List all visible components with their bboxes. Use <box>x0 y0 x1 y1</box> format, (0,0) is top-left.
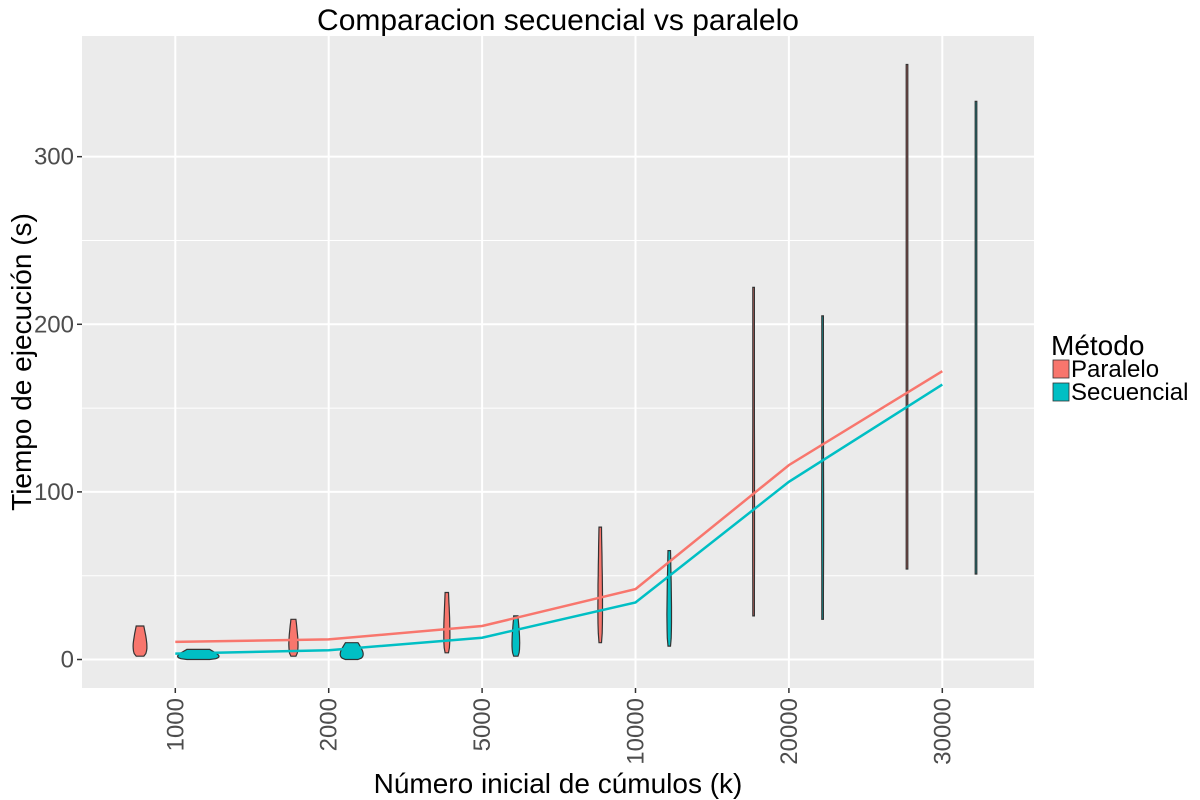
violin-secuencial-10000 <box>666 549 673 647</box>
violin-secuencial-20000 <box>821 315 825 620</box>
legend-title: Método <box>1051 330 1144 361</box>
violin-secuencial-2000 <box>339 642 364 661</box>
grid-layer <box>82 36 1034 688</box>
x-tick-label: 5000 <box>469 698 496 751</box>
violin-paralelo-2000 <box>288 618 299 657</box>
legend-label-secuencial: Secuencial <box>1071 379 1188 406</box>
violin-secuencial-30000 <box>974 100 978 575</box>
legend-label-paralelo: Paralelo <box>1071 356 1159 383</box>
series-line-paralelo <box>175 370 943 644</box>
x-tick-label: 2000 <box>316 698 343 751</box>
x-tick-label: 20000 <box>776 698 803 765</box>
x-axis-title: Número inicial de cúmulos (k) <box>374 768 743 799</box>
chart-title: Comparacion secuencial vs paralelo <box>317 4 799 37</box>
plot-panel <box>82 36 1034 688</box>
line-layer <box>175 370 943 655</box>
x-tick-label: 1000 <box>162 698 189 751</box>
y-tick-label: 300 <box>34 144 74 171</box>
violin-paralelo-30000 <box>905 63 909 570</box>
x-tick-label: 10000 <box>623 698 650 765</box>
y-tick-label: 200 <box>34 311 74 338</box>
violin-paralelo-20000 <box>752 286 756 617</box>
series-line-secuencial <box>175 383 943 655</box>
violin-paralelo-5000 <box>443 591 451 654</box>
violin-layer <box>132 63 978 661</box>
violin-paralelo-10000 <box>597 526 604 644</box>
legend-key-secuencial <box>1052 382 1070 402</box>
y-tick-label: 100 <box>34 479 74 506</box>
violin-secuencial-5000 <box>511 615 521 657</box>
axis-layer: 0 100 200 300 1000 2000 5000 10000 20000 30000 <box>34 144 956 765</box>
x-tick-label: 30000 <box>929 698 956 765</box>
y-axis-title: Tiempo de ejecución (s) <box>6 213 37 511</box>
y-tick-label: 0 <box>61 647 74 674</box>
violin-paralelo-1000 <box>132 625 148 657</box>
legend-key-paralelo <box>1052 359 1070 379</box>
